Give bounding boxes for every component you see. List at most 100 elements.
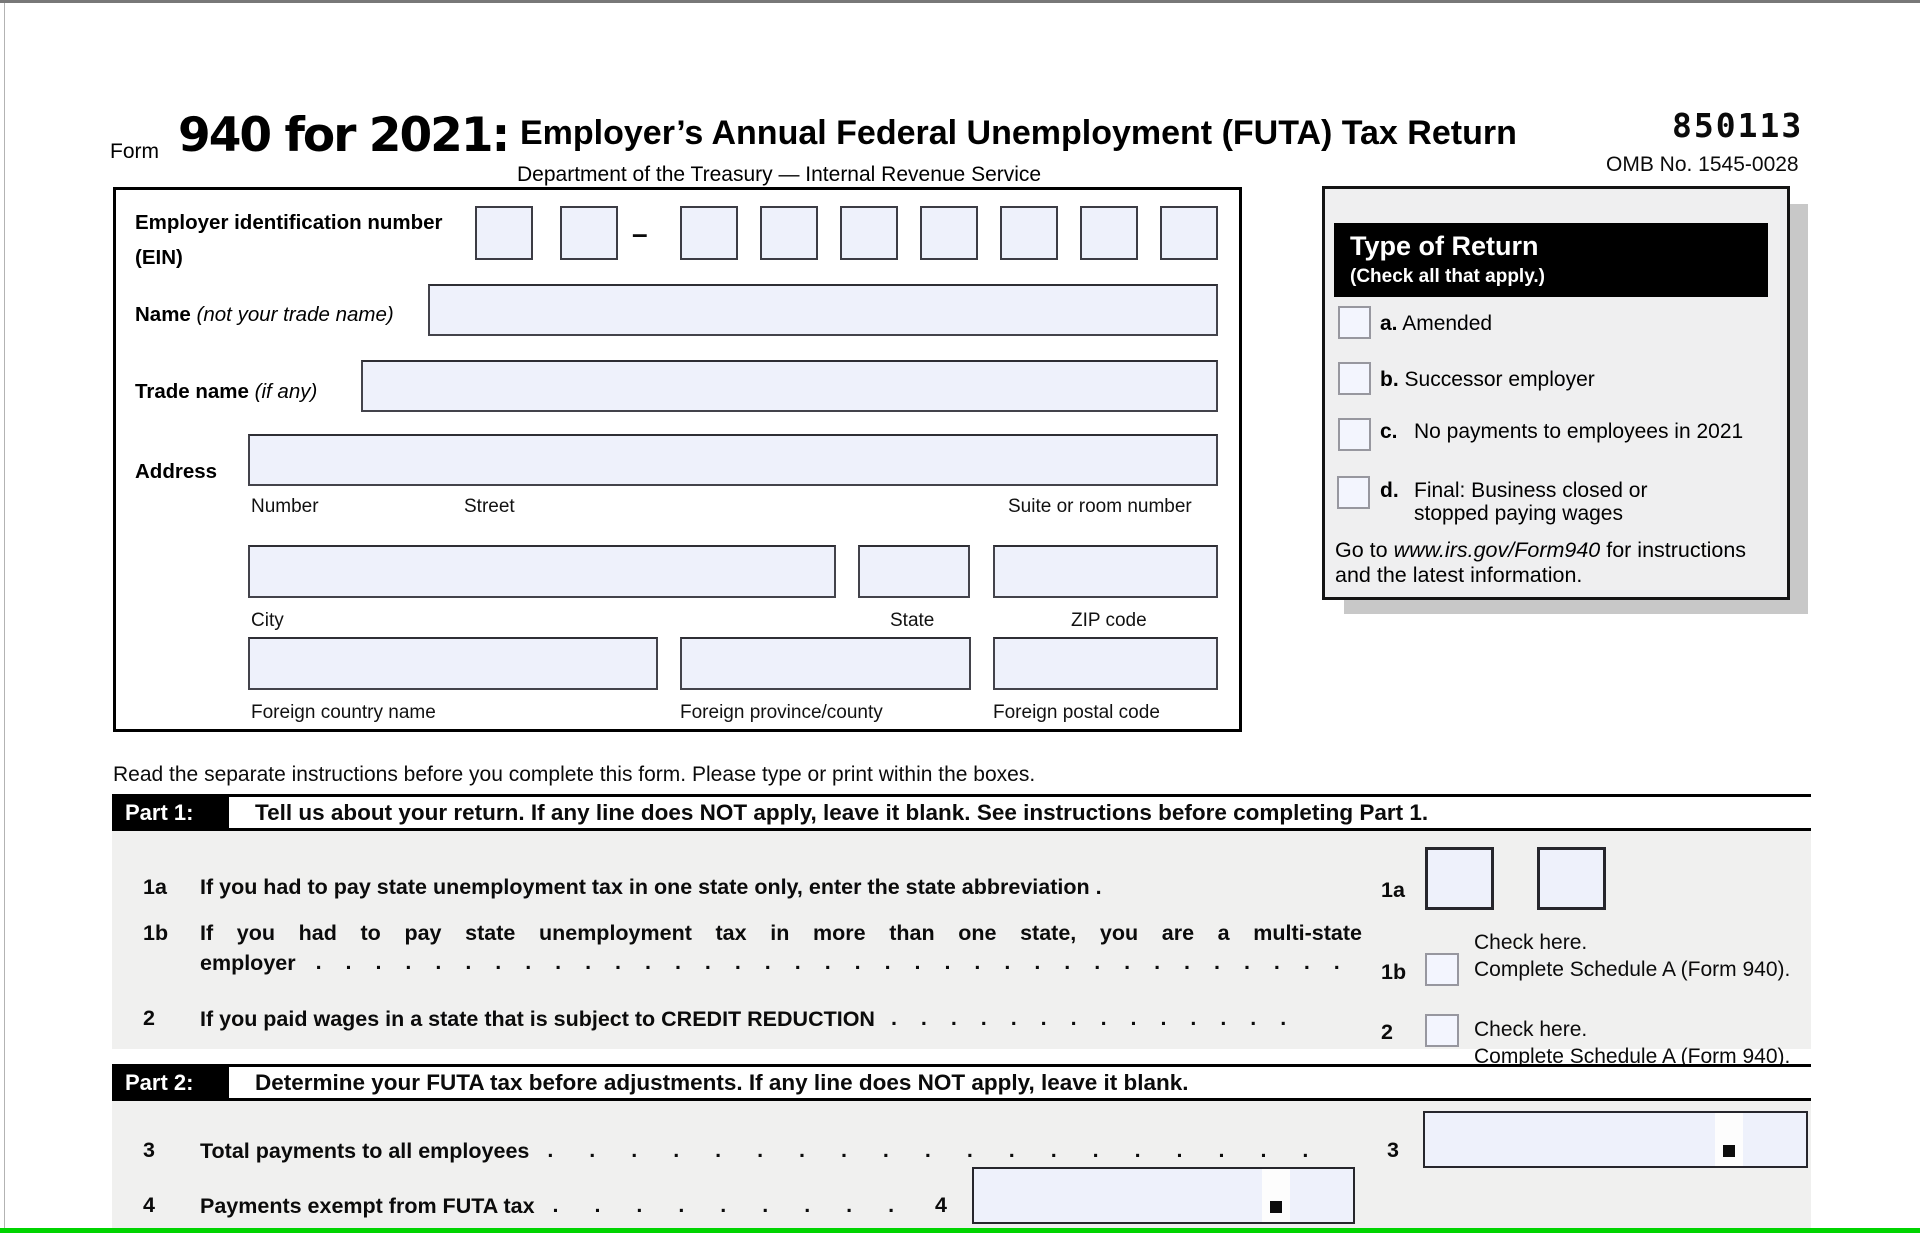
line-3-text-main: Total payments to all employees — [200, 1139, 530, 1163]
ein-dash: – — [632, 218, 648, 249]
trade-label-bold: Trade name — [135, 380, 249, 403]
city-sublabel: City — [251, 610, 284, 631]
line-1b-complete-schedule: Complete Schedule A (Form 940). — [1474, 958, 1791, 981]
foreign-country-sublabel: Foreign country name — [251, 702, 436, 723]
ein-box-8[interactable] — [1080, 206, 1138, 260]
line-2-text-main: If you paid wages in a state that is sub… — [200, 1007, 875, 1031]
checkbox-successor[interactable] — [1338, 362, 1371, 395]
part1-title: Tell us about your return. If any line d… — [255, 800, 1429, 825]
line-4-text-main: Payments exempt from FUTA tax — [200, 1194, 535, 1218]
number-sublabel: Number — [251, 496, 319, 517]
part2-header: Part 2: Determine your FUTA tax before a… — [112, 1064, 1811, 1101]
ein-label-2: (EIN) — [135, 246, 183, 269]
read-instructions-line: Read the separate instructions before yo… — [113, 763, 1036, 786]
option-c-text: No payments to employees in 2021 — [1414, 420, 1744, 443]
line-1a-text: If you had to pay state unemployment tax… — [200, 875, 1102, 899]
part1-header: Part 1: Tell us about your return. If an… — [112, 794, 1811, 831]
line-2-check-here: Check here. — [1474, 1018, 1588, 1041]
bottom-green-line — [0, 1228, 1920, 1233]
zip-sublabel: ZIP code — [1071, 610, 1147, 631]
ein-box-4[interactable] — [760, 206, 818, 260]
line-1b-check-here: Check here. — [1474, 931, 1588, 954]
line-4-decimal-point-marker — [1270, 1201, 1282, 1213]
line-4-right-number: 4 — [935, 1193, 947, 1217]
ein-box-2[interactable] — [560, 206, 618, 260]
checkbox-multi-state[interactable] — [1425, 953, 1459, 986]
form-number-title: 940 for 2021: — [178, 108, 510, 163]
line-1b-number: 1b — [143, 921, 169, 945]
dot-leaders-2: . . . . . . . . . . . . . . . . . . . . — [890, 1006, 1291, 1030]
goto-instructions-text: Go to www.irs.gov/Form940 for instructio… — [1335, 538, 1785, 588]
part2-label: Part 2: — [112, 1067, 229, 1098]
ein-box-6[interactable] — [920, 206, 978, 260]
foreign-country-input[interactable] — [248, 637, 658, 690]
checkbox-no-payments[interactable] — [1338, 418, 1371, 451]
line-1b-text-line2: employer . . . . . . . . . . . . . . . .… — [200, 950, 1346, 976]
checkbox-amended[interactable] — [1338, 306, 1371, 339]
type-of-return-title: Type of Return — [1350, 231, 1539, 261]
city-input[interactable] — [248, 545, 836, 598]
form-word-label: Form — [110, 140, 159, 163]
line-1a-right-number: 1a — [1381, 878, 1405, 902]
option-a-letter: a. — [1380, 312, 1398, 335]
option-amended-label: a. Amended — [1380, 312, 1492, 336]
option-a-text: Amended — [1402, 312, 1493, 335]
state-abbreviation-box-2[interactable] — [1537, 847, 1606, 910]
line-1b-right-number: 1b — [1381, 960, 1407, 984]
line-3-cents-divider — [1715, 1113, 1743, 1166]
name-input[interactable] — [428, 284, 1218, 336]
name-label-bold: Name — [135, 303, 191, 326]
state-input[interactable] — [858, 545, 970, 598]
line-3-right-number: 3 — [1387, 1138, 1399, 1162]
line-3-text: Total payments to all employees . . . . … — [200, 1138, 1337, 1164]
line-3-amount-field[interactable] — [1423, 1111, 1808, 1168]
ein-box-7[interactable] — [1000, 206, 1058, 260]
name-label: Name (not your trade name) — [135, 303, 394, 327]
ein-box-3[interactable] — [680, 206, 738, 260]
foreign-postal-sublabel: Foreign postal code — [993, 702, 1160, 723]
foreign-province-input[interactable] — [680, 637, 971, 690]
checkbox-credit-reduction[interactable] — [1425, 1014, 1459, 1047]
option-b-text: Successor employer — [1404, 368, 1595, 391]
line-1b-word: employer — [200, 951, 296, 975]
goto-prefix: Go to — [1335, 538, 1394, 562]
line-4-amount-field[interactable] — [972, 1167, 1355, 1224]
dot-leaders-4: . . . . . . . . . . . . . . — [552, 1193, 913, 1217]
page-title: Employer’s Annual Federal Unemployment (… — [520, 114, 1517, 152]
option-d-text: Final: Business closed or stopped paying… — [1414, 479, 1648, 525]
ein-box-5[interactable] — [840, 206, 898, 260]
line-2-number: 2 — [143, 1006, 155, 1030]
omb-number: OMB No. 1545-0028 — [1606, 153, 1799, 176]
address-input[interactable] — [248, 434, 1218, 486]
line-1a-number: 1a — [143, 875, 167, 899]
part1-label: Part 1: — [112, 797, 229, 828]
checkbox-final[interactable] — [1337, 476, 1370, 509]
line-1b-text-line1: If you had to pay state unemployment tax… — [200, 921, 1362, 945]
option-successor-label: b. Successor employer — [1380, 368, 1595, 392]
type-of-return-subtitle: (Check all that apply.) — [1350, 265, 1545, 287]
window-left-border — [4, 3, 5, 1233]
irs-gov-form940-link[interactable]: www.irs.gov/Form940 — [1393, 538, 1601, 562]
form-barcode-number: 850113 — [1672, 106, 1804, 145]
department-subtitle: Department of the Treasury — Internal Re… — [517, 163, 1042, 186]
state-abbreviation-box-1[interactable] — [1425, 847, 1494, 910]
foreign-postal-input[interactable] — [993, 637, 1218, 690]
trade-label-note: (if any) — [254, 380, 318, 403]
name-label-note: (not your trade name) — [196, 303, 394, 326]
part2-title: Determine your FUTA tax before adjustmen… — [255, 1070, 1189, 1095]
dot-leaders-3: . . . . . . . . . . . . . . . . . . . . … — [547, 1138, 1337, 1162]
line-4-text: Payments exempt from FUTA tax . . . . . … — [200, 1193, 913, 1219]
ein-box-9[interactable] — [1160, 206, 1218, 260]
trade-name-input[interactable] — [361, 360, 1218, 412]
window-top-border — [0, 0, 1920, 3]
line-3-number: 3 — [143, 1138, 155, 1162]
line-2-right-number: 2 — [1381, 1020, 1393, 1044]
option-d-letter: d. — [1380, 479, 1399, 502]
zip-input[interactable] — [993, 545, 1218, 598]
trade-name-label: Trade name (if any) — [135, 380, 317, 404]
option-b-letter: b. — [1380, 368, 1399, 391]
line-2-text: If you paid wages in a state that is sub… — [200, 1006, 1291, 1032]
goto-suffix: for instructions and the latest informat… — [1335, 538, 1747, 587]
ein-box-1[interactable] — [475, 206, 533, 260]
state-sublabel: State — [890, 610, 935, 631]
